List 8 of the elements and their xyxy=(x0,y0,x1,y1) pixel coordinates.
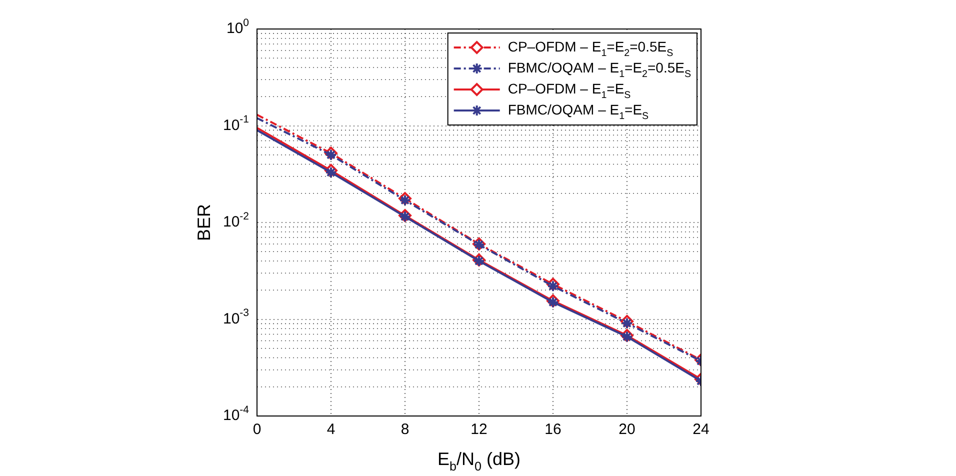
x-tick-label: 16 xyxy=(544,421,562,438)
x-tick-label: 0 xyxy=(252,421,262,438)
x-tick-label: 4 xyxy=(326,421,336,438)
x-tick-label: 12 xyxy=(470,421,488,438)
x-tick-label: 20 xyxy=(618,421,636,438)
y-axis-title: BER xyxy=(194,204,214,242)
x-tick-label: 8 xyxy=(400,421,410,438)
x-tick-label: 24 xyxy=(692,421,710,438)
